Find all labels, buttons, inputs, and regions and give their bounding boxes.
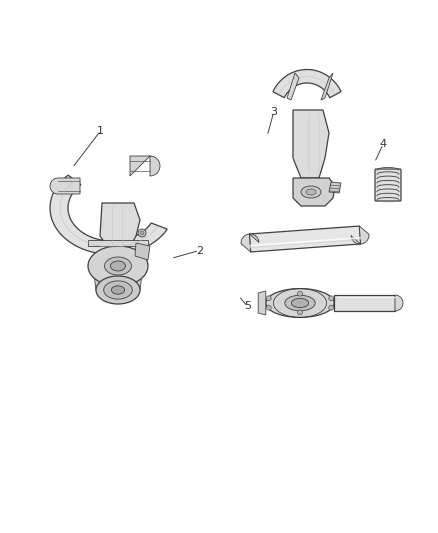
Polygon shape: [249, 226, 360, 252]
FancyBboxPatch shape: [375, 169, 401, 201]
Text: 3: 3: [270, 107, 277, 117]
Ellipse shape: [306, 189, 316, 195]
Polygon shape: [273, 69, 341, 98]
Circle shape: [140, 231, 144, 235]
Ellipse shape: [285, 295, 315, 311]
Polygon shape: [287, 73, 299, 100]
Polygon shape: [351, 226, 369, 244]
Polygon shape: [258, 291, 266, 315]
Circle shape: [266, 296, 271, 301]
Text: 1: 1: [97, 126, 104, 135]
Polygon shape: [395, 295, 403, 311]
Ellipse shape: [301, 186, 321, 198]
Circle shape: [138, 229, 146, 237]
Text: 5: 5: [244, 302, 251, 311]
Ellipse shape: [291, 298, 308, 308]
Polygon shape: [241, 234, 259, 252]
Circle shape: [266, 305, 271, 310]
Polygon shape: [88, 240, 148, 246]
Polygon shape: [135, 243, 150, 260]
Polygon shape: [321, 73, 333, 100]
Circle shape: [297, 310, 303, 315]
Ellipse shape: [111, 286, 124, 294]
Polygon shape: [266, 288, 334, 317]
Ellipse shape: [110, 261, 126, 271]
Circle shape: [329, 296, 334, 301]
Ellipse shape: [104, 281, 132, 299]
Ellipse shape: [96, 276, 140, 304]
Polygon shape: [50, 178, 80, 194]
Polygon shape: [293, 110, 329, 178]
Text: 2: 2: [196, 246, 203, 255]
Polygon shape: [329, 182, 341, 193]
Polygon shape: [93, 266, 143, 290]
Polygon shape: [88, 246, 148, 286]
Polygon shape: [293, 178, 335, 206]
Polygon shape: [100, 203, 140, 250]
Circle shape: [297, 291, 303, 296]
Polygon shape: [50, 175, 167, 254]
Ellipse shape: [105, 257, 131, 275]
Text: 4: 4: [380, 139, 387, 149]
Circle shape: [329, 305, 334, 310]
Polygon shape: [334, 295, 395, 311]
Polygon shape: [130, 156, 160, 176]
